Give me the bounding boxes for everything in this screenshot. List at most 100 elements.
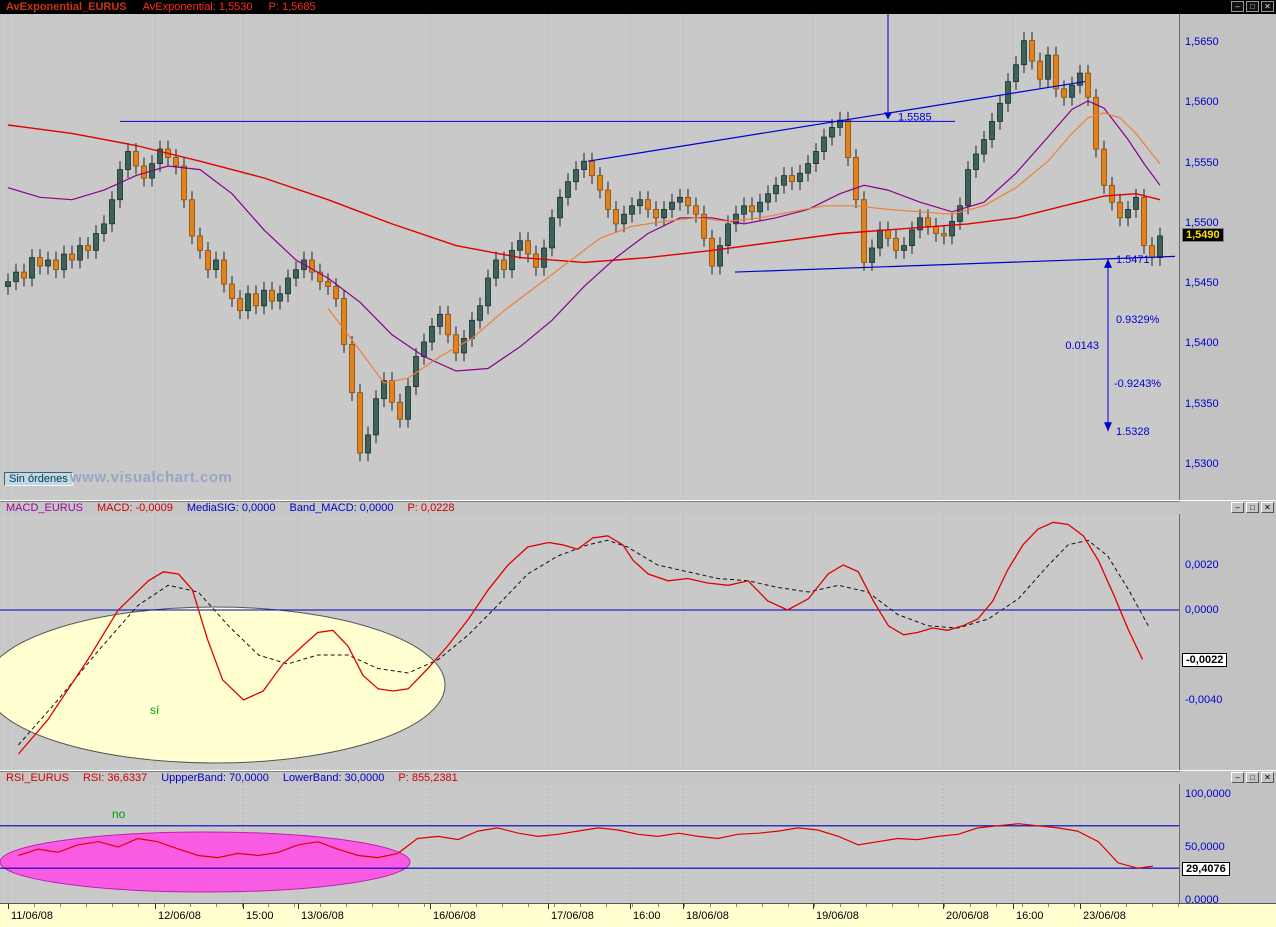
price-axis-tick: 1,5600 xyxy=(1185,96,1219,109)
rsi-plot[interactable]: no xyxy=(0,784,1180,903)
ma_purple-line xyxy=(7,100,1161,372)
macd-axis[interactable]: – □ ✕ 0,0020 0,0000 -0,0040 -0,0022 xyxy=(1180,501,1276,770)
svg-text:1.5328: 1.5328 xyxy=(1116,426,1150,438)
time-minor-tick xyxy=(398,904,399,907)
rsi-axis[interactable]: – □ ✕ 100,0000 50,0000 0,0000 29,4076 xyxy=(1180,771,1276,906)
time-minor-tick xyxy=(1022,904,1023,907)
time-tick xyxy=(683,904,684,909)
maximize-icon[interactable]: □ xyxy=(1246,772,1259,783)
ma_orange-line xyxy=(327,112,1161,384)
price-axis[interactable]: 1,5650 1,5600 1,5550 1,5500 1,5450 1,5400 1,53… xyxy=(1180,14,1276,500)
time-minor-tick xyxy=(788,904,789,907)
time-label: 16:00 xyxy=(1016,910,1044,922)
rsi-window-controls: – □ ✕ xyxy=(1231,772,1274,783)
time-label: 17/06/08 xyxy=(551,910,594,922)
price-axis-tick: 1,5450 xyxy=(1185,277,1219,290)
macd-axis-tick: 0,0000 xyxy=(1185,604,1219,616)
time-tick xyxy=(430,904,431,909)
time-minor-tick xyxy=(710,904,711,907)
time-minor-tick xyxy=(1152,904,1153,907)
time-minor-tick xyxy=(918,904,919,907)
svg-text:-0.9243%: -0.9243% xyxy=(1114,378,1161,390)
close-icon[interactable]: ✕ xyxy=(1261,502,1274,513)
macd-axis-tick: -0,0040 xyxy=(1185,694,1223,706)
time-tick xyxy=(155,904,156,909)
time-minor-tick xyxy=(138,904,139,907)
price-axis-tick: 1,5650 xyxy=(1185,36,1219,48)
rsi-panel: RSI_EURUS RSI: 36,6337 UppperBand: 70,00… xyxy=(0,770,1276,906)
time-label: 20/06/08 xyxy=(946,910,989,922)
price-panel: 1.5585 1.5471 0.9329% 0.0143 -0.9243% 1.5328 … xyxy=(0,14,1276,500)
time-minor-tick xyxy=(216,904,217,907)
close-icon[interactable]: ✕ xyxy=(1261,1,1274,12)
time-minor-tick xyxy=(944,904,945,907)
time-label: 16:00 xyxy=(633,910,661,922)
time-minor-tick xyxy=(34,904,35,907)
rsi-title: RSI_EURUS xyxy=(6,772,69,784)
visualchart-watermark: www.visualchart.com xyxy=(70,469,233,486)
time-minor-tick xyxy=(606,904,607,907)
svg-text:1.5471: 1.5471 xyxy=(1116,254,1150,266)
close-icon[interactable]: ✕ xyxy=(1261,772,1274,783)
time-minor-tick xyxy=(684,904,685,907)
time-minor-tick xyxy=(866,904,867,907)
time-label: 11/06/08 xyxy=(11,910,54,922)
macd-axis-tick: 0,0020 xyxy=(1185,559,1219,571)
macd-window-controls: – □ ✕ xyxy=(1231,502,1274,513)
macd-annotation-ellipse xyxy=(0,606,446,764)
macd-panel: MACD_EURUS MACD: -0,0009 MediaSIG: 0,000… xyxy=(0,500,1276,770)
macd-chart: sí xyxy=(0,514,1179,770)
price-axis-tick: 1,5350 xyxy=(1185,397,1219,410)
time-tick xyxy=(943,904,944,909)
svg-text:0.0143: 0.0143 xyxy=(1065,340,1099,352)
time-tick xyxy=(298,904,299,909)
maximize-icon[interactable]: □ xyxy=(1246,1,1259,12)
time-minor-tick xyxy=(164,904,165,907)
rsi-axis-tick: 100,0000 xyxy=(1185,788,1231,800)
time-minor-tick xyxy=(242,904,243,907)
time-minor-tick xyxy=(528,904,529,907)
chart-indicator-value: AvExponential: 1,5530 xyxy=(142,1,253,13)
time-minor-tick xyxy=(86,904,87,907)
macd-last-value-box: -0,0022 xyxy=(1182,652,1228,667)
price-plot[interactable]: 1.5585 1.5471 0.9329% 0.0143 -0.9243% 1.5328 … xyxy=(0,14,1180,500)
time-tick xyxy=(1080,904,1081,909)
svg-text:no: no xyxy=(112,807,126,821)
rsi-upperband-value: UppperBand: 70,0000 xyxy=(161,772,269,784)
macd-signal-line xyxy=(18,539,1149,746)
minimize-icon[interactable]: – xyxy=(1231,502,1244,513)
price-panel-titlebar: AvExponential_EURUS AvExponential: 1,553… xyxy=(0,0,1276,14)
last-price-box: 1,5490 xyxy=(1182,227,1224,242)
time-axis[interactable]: 11/06/08 12/06/08 15:00 13/06/08 16/06/08 17/… xyxy=(0,903,1276,927)
time-minor-tick xyxy=(736,904,737,907)
time-tick xyxy=(548,904,549,909)
rsi-lowerband-value: LowerBand: 30,0000 xyxy=(282,772,385,784)
ma_red-line xyxy=(7,124,1161,264)
macd-plot[interactable]: sí xyxy=(0,514,1180,770)
time-minor-tick xyxy=(814,904,815,907)
time-label: 13/06/08 xyxy=(301,910,344,922)
time-label: 15:00 xyxy=(246,910,274,922)
time-minor-tick xyxy=(1100,904,1101,907)
maximize-icon[interactable]: □ xyxy=(1246,502,1259,513)
time-minor-tick xyxy=(346,904,347,907)
time-tick xyxy=(630,904,631,909)
time-minor-tick xyxy=(424,904,425,907)
time-label: 19/06/08 xyxy=(816,910,859,922)
minimize-icon[interactable]: – xyxy=(1231,772,1244,783)
rsi-annotation-ellipse xyxy=(0,831,411,893)
time-minor-tick xyxy=(1178,904,1179,907)
rsi-axis-tick: 50,0000 xyxy=(1185,841,1225,853)
time-label: 23/06/08 xyxy=(1083,910,1126,922)
time-minor-tick xyxy=(320,904,321,907)
orders-status-label[interactable]: Sin órdenes xyxy=(4,472,73,486)
time-label: 16/06/08 xyxy=(433,910,476,922)
time-minor-tick xyxy=(112,904,113,907)
time-minor-tick xyxy=(580,904,581,907)
rsi-last-value-box: 29,4076 xyxy=(1182,861,1230,876)
time-minor-tick xyxy=(190,904,191,907)
time-minor-tick xyxy=(60,904,61,907)
macd-p-value: P: 0,0228 xyxy=(407,502,455,514)
minimize-icon[interactable]: – xyxy=(1231,1,1244,12)
